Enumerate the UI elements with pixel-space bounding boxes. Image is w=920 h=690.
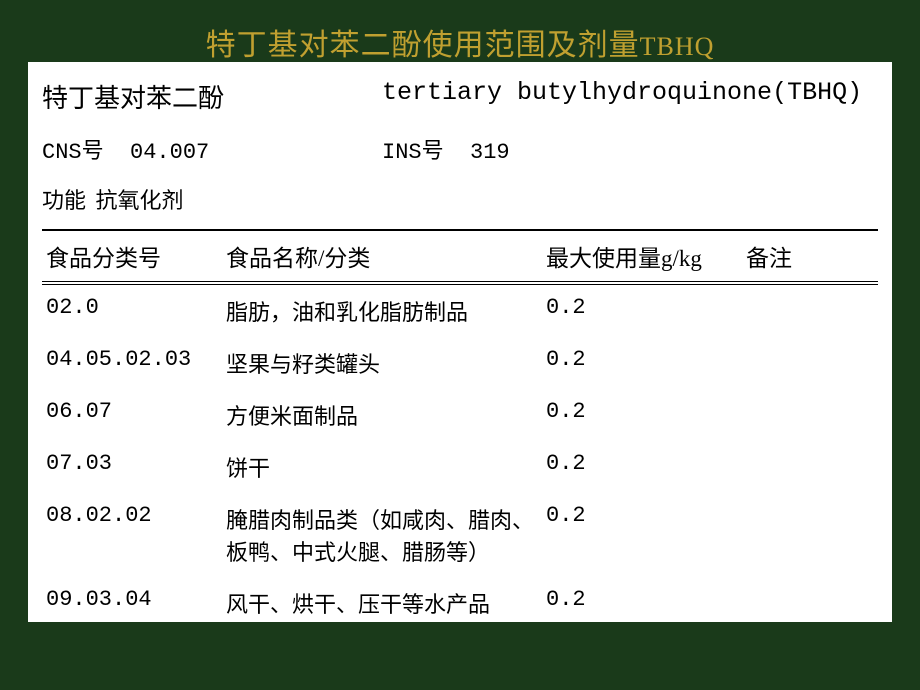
table-row: 08.02.02腌腊肉制品类（如咸肉、腊肉、板鸭、中式火腿、腊肠等）0.2 [42, 493, 878, 577]
title-main: 特丁基对苯二酚使用范围及剂量 [206, 29, 640, 62]
cell-note [742, 577, 878, 622]
ins-label: INS号 [382, 140, 444, 165]
cell-name: 风干、烘干、压干等水产品 [222, 577, 542, 622]
cell-max: 0.2 [542, 577, 742, 622]
compound-name-en: tertiary butylhydroquinone(TBHQ) [382, 78, 862, 115]
cell-note [742, 493, 878, 577]
cell-name: 腌腊肉制品类（如咸肉、腊肉、板鸭、中式火腿、腊肠等） [222, 493, 542, 577]
ins-value: 319 [470, 140, 510, 165]
cell-note [742, 441, 878, 493]
ins-field: INS号 319 [382, 133, 510, 165]
cell-name: 饼干 [222, 441, 542, 493]
cell-code: 07.03 [42, 441, 222, 493]
cell-note [742, 283, 878, 337]
cns-field: CNS号 04.007 [42, 133, 382, 165]
table-row: 07.03饼干0.2 [42, 441, 878, 493]
document-panel: 特丁基对苯二酚 tertiary butylhydroquinone(TBHQ)… [28, 62, 892, 622]
cell-max: 0.2 [542, 283, 742, 337]
function-label: 功能 [42, 190, 86, 215]
compound-name-cn: 特丁基对苯二酚 [42, 78, 382, 115]
cell-name: 脂肪，油和乳化脂肪制品 [222, 283, 542, 337]
col-header-code: 食品分类号 [42, 230, 222, 283]
cell-max: 0.2 [542, 493, 742, 577]
cell-code: 04.05.02.03 [42, 337, 222, 389]
compound-name-row: 特丁基对苯二酚 tertiary butylhydroquinone(TBHQ) [42, 78, 878, 115]
code-row: CNS号 04.007 INS号 319 [42, 133, 878, 165]
table-row: 06.07方便米面制品0.2 [42, 389, 878, 441]
usage-table: 食品分类号 食品名称/分类 最大使用量g/kg 备注 02.0脂肪，油和乳化脂肪… [42, 229, 878, 622]
table-header-row: 食品分类号 食品名称/分类 最大使用量g/kg 备注 [42, 230, 878, 283]
table-body: 02.0脂肪，油和乳化脂肪制品0.204.05.02.03坚果与籽类罐头0.20… [42, 283, 878, 622]
page-title: 特丁基对苯二酚使用范围及剂量TBHQ [0, 20, 920, 64]
cell-note [742, 389, 878, 441]
col-header-name: 食品名称/分类 [222, 230, 542, 283]
table-row: 02.0脂肪，油和乳化脂肪制品0.2 [42, 283, 878, 337]
cell-code: 06.07 [42, 389, 222, 441]
function-row: 功能 抗氧化剂 [42, 183, 878, 215]
cell-max: 0.2 [542, 389, 742, 441]
cns-value: 04.007 [130, 140, 209, 165]
cell-note [742, 337, 878, 389]
cell-code: 08.02.02 [42, 493, 222, 577]
table-row: 09.03.04风干、烘干、压干等水产品0.2 [42, 577, 878, 622]
cell-code: 09.03.04 [42, 577, 222, 622]
cell-max: 0.2 [542, 337, 742, 389]
cns-label: CNS号 [42, 140, 104, 165]
cell-code: 02.0 [42, 283, 222, 337]
cell-max: 0.2 [542, 441, 742, 493]
cell-name: 方便米面制品 [222, 389, 542, 441]
col-header-note: 备注 [742, 230, 878, 283]
table-row: 04.05.02.03坚果与籽类罐头0.2 [42, 337, 878, 389]
col-header-max: 最大使用量g/kg [542, 230, 742, 283]
function-value: 抗氧化剂 [96, 188, 184, 213]
title-suffix: TBHQ [640, 32, 715, 61]
cell-name: 坚果与籽类罐头 [222, 337, 542, 389]
